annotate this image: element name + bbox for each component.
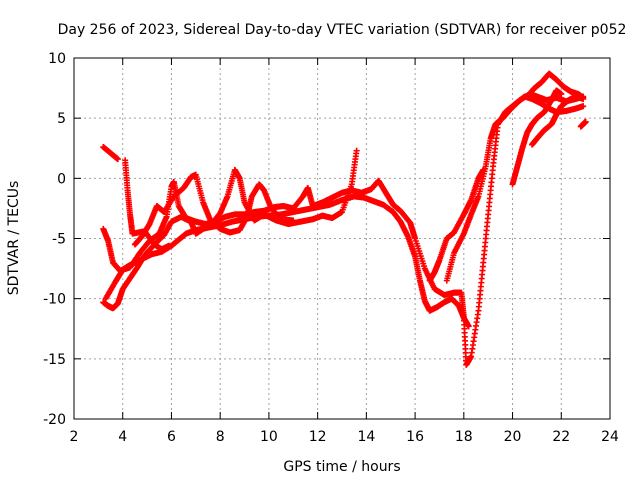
y-tick-label: 5 xyxy=(57,111,66,127)
data-point xyxy=(580,103,587,110)
y-tick-label: -5 xyxy=(52,232,66,248)
x-tick-label: 18 xyxy=(455,429,473,445)
y-tick-label: -15 xyxy=(43,352,66,368)
y-tick-label: 10 xyxy=(48,51,66,67)
x-tick-label: 22 xyxy=(552,429,570,445)
data-point xyxy=(353,147,360,154)
x-tick-label: 8 xyxy=(216,429,225,445)
x-tick-label: 4 xyxy=(118,429,127,445)
data-point xyxy=(580,94,587,101)
x-tick-label: 6 xyxy=(167,429,176,445)
x-tick-label: 20 xyxy=(504,429,522,445)
chart-title: Day 256 of 2023, Sidereal Day-to-day VTE… xyxy=(58,22,627,38)
data-point xyxy=(114,156,121,163)
x-tick-label: 16 xyxy=(406,429,424,445)
data-point xyxy=(582,118,589,125)
x-tick-label: 2 xyxy=(70,429,79,445)
x-tick-label: 10 xyxy=(260,429,278,445)
data-point xyxy=(290,217,297,224)
x-tick-label: 14 xyxy=(357,429,375,445)
grid-layer xyxy=(74,58,610,419)
y-tick-label: 0 xyxy=(57,171,66,187)
y-tick-label: -20 xyxy=(43,412,66,428)
data-points-layer xyxy=(100,70,589,368)
data-point xyxy=(465,323,472,330)
x-axis-label: GPS time / hours xyxy=(283,459,400,475)
data-point xyxy=(558,91,565,98)
x-tick-label: 12 xyxy=(309,429,327,445)
y-axis-label: SDTVAR / TECUs xyxy=(6,181,22,296)
y-tick-label: -10 xyxy=(43,292,66,308)
x-tick-label: 24 xyxy=(601,429,619,445)
